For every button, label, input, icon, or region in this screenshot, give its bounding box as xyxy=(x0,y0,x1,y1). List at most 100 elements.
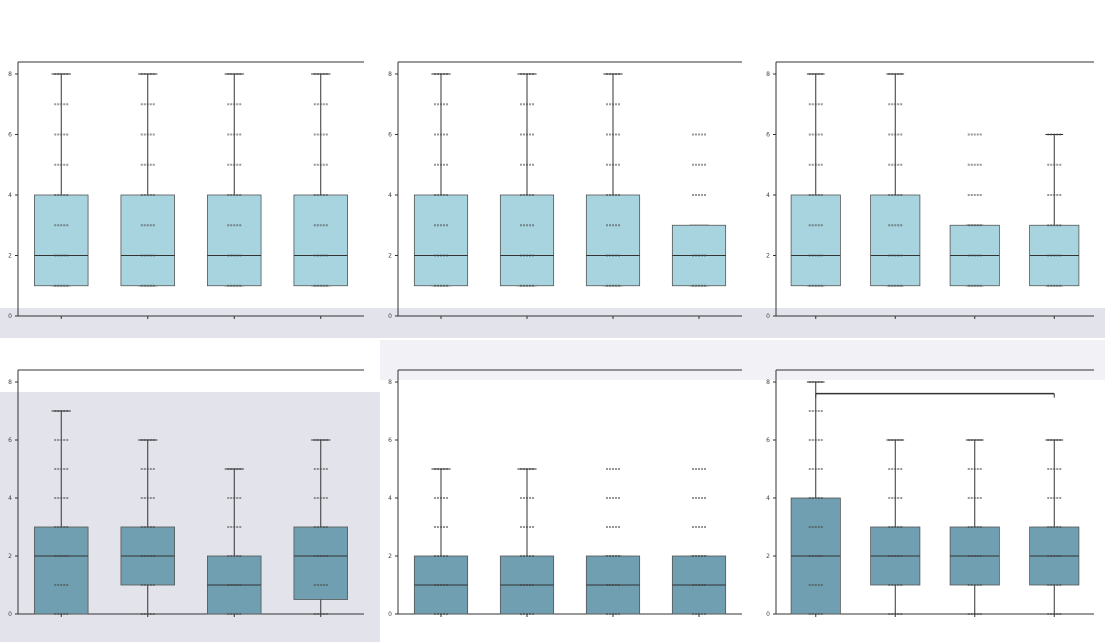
data-point xyxy=(891,526,894,528)
data-point xyxy=(973,555,976,557)
data-point xyxy=(888,468,891,470)
data-point xyxy=(820,103,823,106)
data-point xyxy=(523,584,525,586)
data-point xyxy=(612,254,614,257)
data-point xyxy=(701,613,703,615)
data-point xyxy=(894,254,897,257)
data-point xyxy=(618,497,620,499)
data-point xyxy=(606,254,608,257)
data-point xyxy=(808,613,811,615)
data-point xyxy=(891,194,894,196)
data-point xyxy=(1050,254,1053,257)
data-point xyxy=(227,133,230,136)
data-point xyxy=(817,497,820,499)
data-point xyxy=(526,468,528,470)
y-tick-label: 6 xyxy=(8,437,12,444)
data-point xyxy=(316,73,319,75)
data-point xyxy=(313,613,316,615)
data-point xyxy=(612,194,614,196)
data-point xyxy=(698,497,700,499)
data-point xyxy=(440,497,442,499)
data-point xyxy=(606,133,608,136)
data-point xyxy=(146,224,149,227)
data-point xyxy=(520,133,522,136)
data-point xyxy=(692,584,694,586)
data-point xyxy=(239,163,242,166)
data-point xyxy=(437,555,439,557)
data-point xyxy=(443,613,445,615)
data-point xyxy=(695,284,697,287)
data-point xyxy=(529,254,531,257)
data-point xyxy=(443,284,445,287)
data-point xyxy=(149,439,152,441)
data-point xyxy=(891,224,894,227)
data-point xyxy=(236,284,239,287)
data-point xyxy=(808,254,811,257)
data-point xyxy=(618,194,620,196)
y-tick-label: 4 xyxy=(766,192,770,199)
data-point xyxy=(227,73,230,75)
data-point xyxy=(57,133,60,136)
data-point xyxy=(615,497,617,499)
data-point xyxy=(523,468,525,470)
data-point xyxy=(817,584,820,586)
data-point xyxy=(236,133,239,136)
data-point xyxy=(612,73,614,75)
data-point xyxy=(967,555,970,557)
data-point xyxy=(440,284,442,287)
data-point xyxy=(63,284,66,287)
data-point xyxy=(704,468,706,470)
data-point xyxy=(152,73,155,75)
data-point xyxy=(140,584,143,586)
data-point xyxy=(976,555,979,557)
data-point xyxy=(233,497,236,499)
y-tick-label: 8 xyxy=(388,379,392,386)
overlay-band-lower-right xyxy=(380,340,1105,380)
data-point xyxy=(979,497,982,499)
data-point xyxy=(1059,224,1062,227)
data-point xyxy=(230,497,233,499)
data-point xyxy=(66,468,69,470)
data-point xyxy=(316,103,319,106)
data-point xyxy=(814,103,817,106)
data-point xyxy=(325,103,328,106)
data-point xyxy=(523,133,525,136)
data-point xyxy=(143,526,146,528)
data-point xyxy=(236,555,239,557)
data-point xyxy=(532,254,534,257)
data-point xyxy=(66,439,69,441)
data-point xyxy=(54,410,57,412)
data-point xyxy=(63,163,66,166)
data-point xyxy=(1053,163,1056,166)
data-point xyxy=(695,163,697,166)
data-point xyxy=(140,254,143,257)
data-point xyxy=(808,439,811,441)
data-point xyxy=(704,254,706,257)
data-point xyxy=(532,613,534,615)
data-point xyxy=(695,133,697,136)
data-point xyxy=(57,439,60,441)
data-point xyxy=(817,410,820,412)
data-point xyxy=(820,254,823,257)
data-point xyxy=(316,163,319,166)
data-point xyxy=(443,224,445,227)
data-point xyxy=(979,468,982,470)
data-point xyxy=(897,468,900,470)
panels-group: 0 2 4 6 8 0 2 4 6 8 0 2 4 6 8 0 2 4 6 8 0 2 4 6 8 0 2 4 6 8 xyxy=(8,61,1094,618)
data-point xyxy=(976,613,979,615)
data-point xyxy=(808,194,811,196)
data-point xyxy=(63,439,66,441)
data-point xyxy=(973,194,976,196)
data-point xyxy=(891,497,894,499)
data-point xyxy=(701,254,703,257)
data-point xyxy=(146,133,149,136)
data-point xyxy=(897,526,900,528)
data-point xyxy=(900,468,903,470)
data-point xyxy=(526,224,528,227)
data-point xyxy=(140,194,143,196)
chart-panel-5: 0 2 4 6 8 xyxy=(388,369,742,618)
data-point xyxy=(532,224,534,227)
data-point xyxy=(529,73,531,75)
data-point xyxy=(529,163,531,166)
data-point xyxy=(967,133,970,136)
